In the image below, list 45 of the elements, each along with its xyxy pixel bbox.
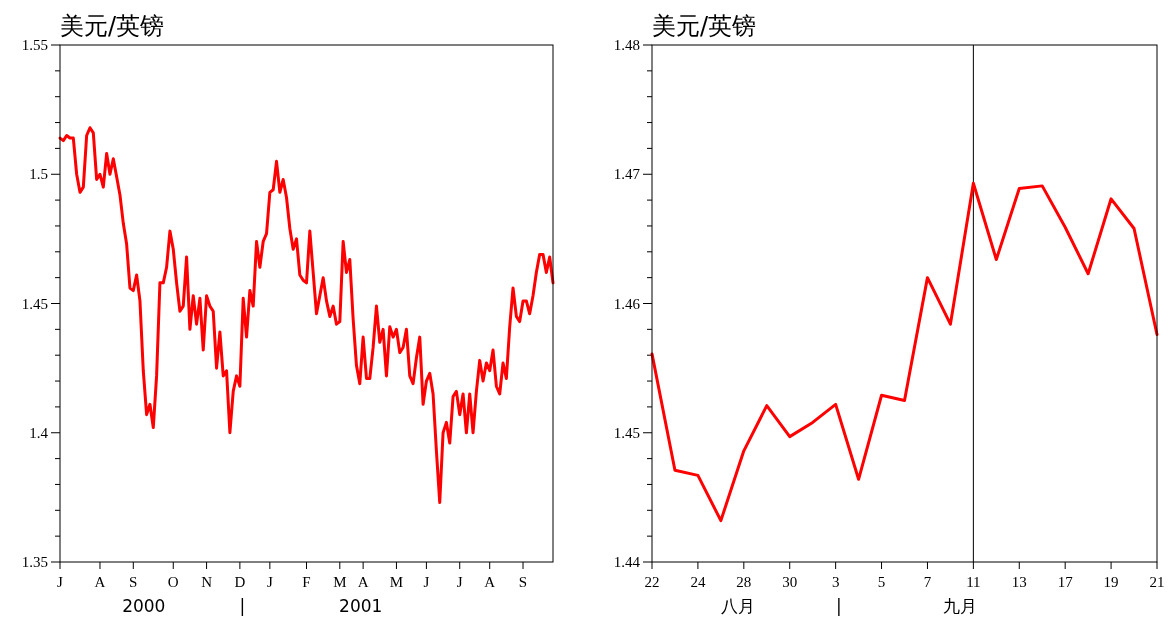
x-tick-label: 3 xyxy=(831,574,840,590)
x-tick-label: A xyxy=(357,574,369,590)
y-tick-label: 1.44 xyxy=(613,554,641,570)
y-tick-label: 1.48 xyxy=(613,37,640,53)
text: 九月 xyxy=(943,596,978,616)
x-tick-label: 5 xyxy=(877,574,886,590)
y-tick-label: 1.47 xyxy=(613,166,641,183)
y-tick-label: 1.45 xyxy=(21,295,48,312)
text: 2000 xyxy=(122,596,166,616)
x-tick-label: 11 xyxy=(966,574,981,590)
x-tick-label: J xyxy=(423,574,430,590)
x-tick-label: M xyxy=(389,574,404,590)
x-tick-label: M xyxy=(333,574,347,590)
text: 2001 xyxy=(339,596,383,616)
x-tick-label: N xyxy=(201,574,213,590)
y-tick-label: 1.46 xyxy=(613,295,641,312)
y-tick-label: 1.35 xyxy=(21,554,48,570)
x-tick-label: S xyxy=(129,574,138,590)
x-tick-label: J xyxy=(57,574,64,590)
x-tick-label: J xyxy=(456,574,463,590)
text: | xyxy=(239,596,246,616)
chart-title: 美元/英镑 xyxy=(60,12,165,40)
x-tick-label: S xyxy=(518,574,528,590)
chart-title: 美元/英镑 xyxy=(652,12,757,40)
y-tick-label: 1.4 xyxy=(29,424,49,441)
y-tick-label: 1.45 xyxy=(613,424,640,441)
x-tick-label: 21 xyxy=(1149,574,1165,590)
text: 八月 xyxy=(720,596,755,616)
x-tick-label: 24 xyxy=(690,574,706,590)
x-tick-label: 13 xyxy=(1011,574,1027,590)
x-tick-label: F xyxy=(302,574,311,590)
x-tick-label: 22 xyxy=(644,574,660,590)
x-tick-label: J xyxy=(266,574,273,590)
x-tick-label: 19 xyxy=(1103,574,1119,590)
y-tick-label: 1.5 xyxy=(29,166,48,183)
x-tick-label: A xyxy=(94,574,106,590)
text: | xyxy=(835,596,842,616)
x-tick-label: A xyxy=(484,574,496,590)
y-tick-label: 1.55 xyxy=(21,37,48,53)
x-tick-label: 28 xyxy=(736,574,752,590)
x-tick-label: 30 xyxy=(782,574,798,590)
x-tick-label: 7 xyxy=(923,574,932,590)
x-tick-label: D xyxy=(234,574,246,590)
x-tick-label: O xyxy=(167,574,179,590)
x-tick-label: 17 xyxy=(1057,574,1074,590)
